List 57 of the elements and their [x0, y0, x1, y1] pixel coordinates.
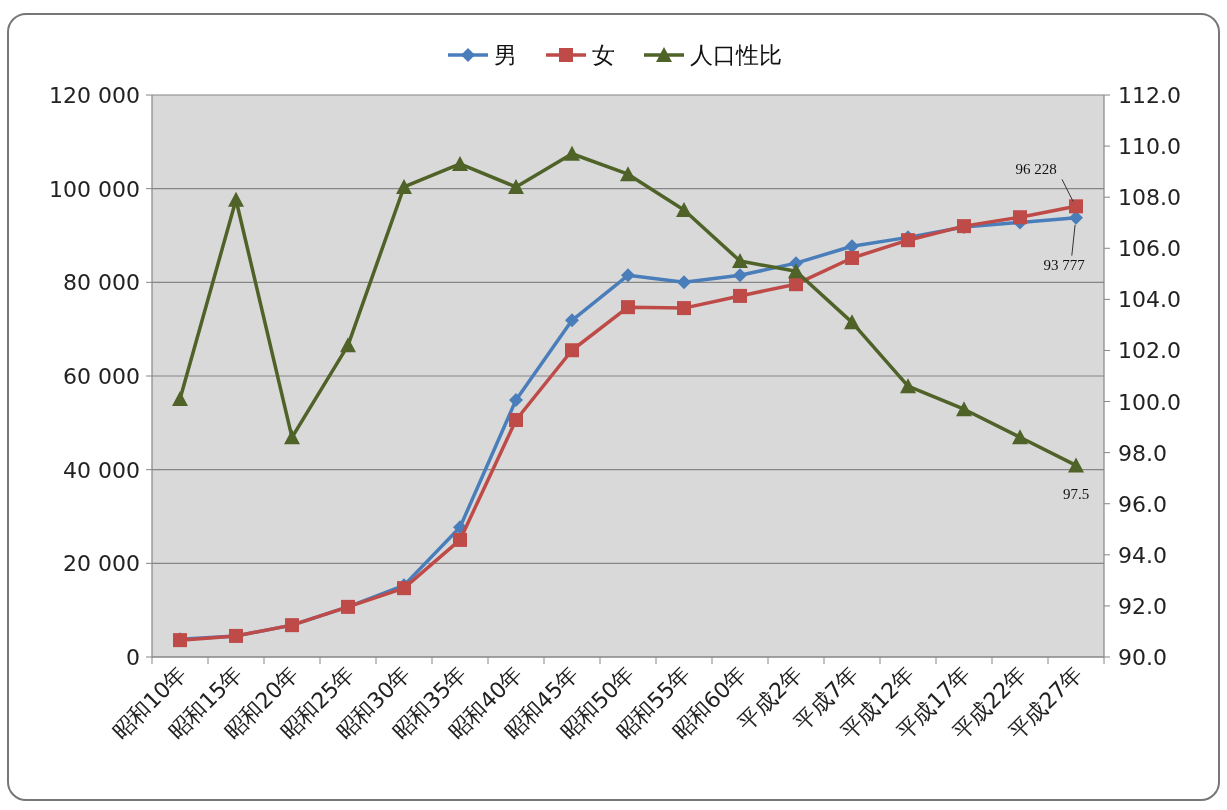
point: [733, 268, 747, 283]
y-tick-label: 120 000: [49, 83, 140, 108]
point: [453, 532, 467, 547]
point: [676, 201, 692, 217]
y2-tick-label: 92.0: [1118, 593, 1167, 619]
point: [789, 277, 803, 292]
point: [284, 429, 300, 445]
point: [621, 268, 635, 283]
point: [396, 178, 412, 194]
point: [621, 300, 635, 315]
y2-tick-label: 100.0: [1118, 389, 1181, 415]
point: [956, 401, 972, 417]
point: [228, 191, 244, 207]
point: [1013, 210, 1027, 225]
point: [844, 314, 860, 330]
data-label: 93 777: [1043, 256, 1086, 273]
point: [788, 263, 804, 279]
y-tick-label: 0: [126, 645, 140, 670]
point: [1012, 429, 1028, 445]
point: [508, 178, 524, 194]
y-tick-label: 100 000: [49, 176, 140, 202]
y-tick-label: 40 000: [63, 457, 140, 483]
y2-tick-label: 98.0: [1118, 440, 1167, 466]
legend-label: 人口性比: [690, 42, 782, 68]
data-label: 97.5: [1062, 486, 1090, 503]
y-tick-label: 60 000: [63, 364, 140, 389]
point: [509, 413, 523, 428]
point: [172, 390, 188, 406]
legend-label: 女: [592, 42, 615, 68]
point: [509, 392, 523, 407]
point: [1069, 199, 1083, 214]
point: [845, 250, 859, 265]
point: [732, 253, 748, 269]
y2-tick-label: 104.0: [1118, 287, 1181, 313]
y2-tick-label: 96.0: [1118, 491, 1167, 517]
point: [452, 155, 468, 171]
y2-tick-label: 94.0: [1118, 542, 1167, 568]
point: [565, 313, 579, 328]
point: [733, 288, 747, 303]
point: [620, 166, 636, 182]
y2-tick-label: 102.0: [1118, 338, 1181, 364]
point: [677, 275, 691, 290]
legend-label: 男: [494, 42, 517, 68]
y2-tick-label: 108.0: [1118, 185, 1181, 211]
y2-tick-label: 110.0: [1118, 134, 1181, 160]
point: [565, 343, 579, 358]
y2-tick-label: 106.0: [1118, 236, 1181, 262]
point: [564, 145, 580, 161]
point: [1068, 457, 1084, 473]
y2-tick-label: 90.0: [1118, 645, 1167, 670]
data-label: 96 228: [1015, 161, 1057, 178]
point: [900, 378, 916, 394]
y-tick-label: 20 000: [63, 551, 140, 577]
y2-tick-label: 112.0: [1118, 83, 1181, 108]
point: [677, 301, 691, 316]
y-tick-label: 80 000: [63, 270, 140, 296]
point: [340, 337, 356, 353]
